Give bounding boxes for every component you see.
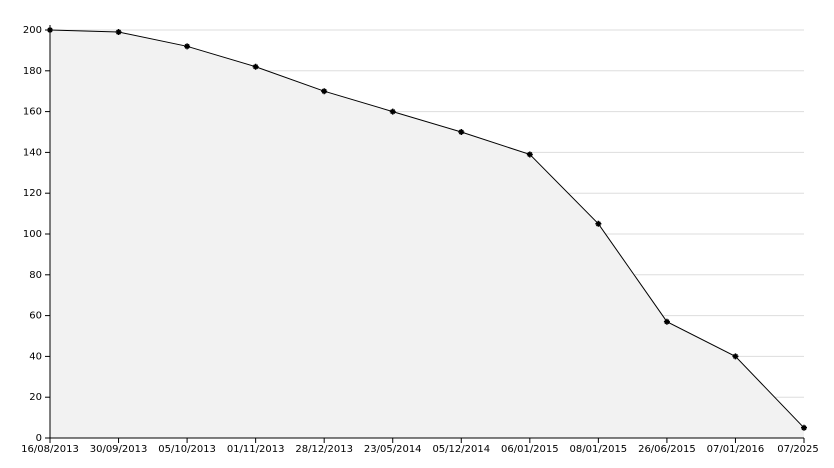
marker [732, 353, 739, 360]
y-tick-label: 60 [29, 311, 42, 322]
x-tick-label: 05/10/2013 [158, 444, 216, 455]
x-tick-label: 07/01/2016 [707, 444, 765, 455]
marker [389, 108, 396, 115]
x-tick-label: 01/11/2013 [227, 444, 285, 455]
x-tick-label: 07/2025 [777, 444, 819, 455]
y-tick-label: 100 [23, 229, 42, 240]
marker [663, 318, 670, 325]
marker [801, 424, 807, 431]
x-tick-label: 05/12/2014 [432, 444, 490, 455]
y-tick-label: 120 [23, 188, 42, 199]
y-tick-label: 80 [29, 270, 42, 281]
y-tick-label: 160 [23, 107, 42, 118]
marker [595, 220, 602, 227]
x-tick-label: 26/06/2015 [638, 444, 696, 455]
marker [115, 29, 122, 36]
x-tick-label: 16/08/2013 [21, 444, 79, 455]
x-tick-label: 23/05/2014 [364, 444, 422, 455]
marker [184, 43, 191, 50]
line [49, 29, 805, 429]
marker [252, 63, 259, 70]
marker [458, 129, 465, 135]
x-tick-label: 08/01/2015 [570, 444, 628, 455]
x-tick-label: 28/12/2013 [295, 444, 353, 455]
marker [321, 88, 328, 95]
x-tick-label: 30/09/2013 [90, 444, 148, 455]
y-tick-label: 180 [23, 66, 42, 77]
y-tick-label: 40 [29, 351, 42, 362]
y-tick-label: 200 [23, 25, 42, 36]
area [50, 30, 804, 438]
y-tick-label: 20 [29, 392, 42, 403]
x-tick-label: 06/01/2015 [501, 444, 559, 455]
y-tick-label: 140 [23, 147, 42, 158]
marker [526, 151, 533, 158]
y-tick-label: 0 [36, 433, 42, 444]
